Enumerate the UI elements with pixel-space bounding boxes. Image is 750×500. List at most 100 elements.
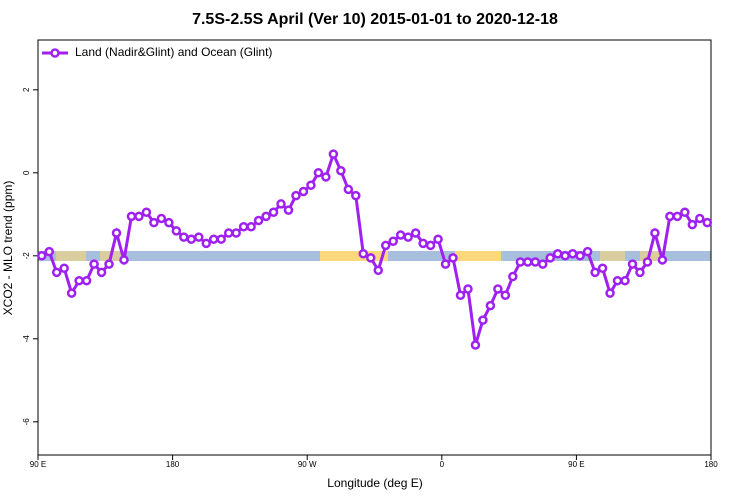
data-point	[523, 257, 533, 267]
data-point	[440, 259, 451, 269]
data-point	[201, 238, 211, 249]
land-band	[455, 251, 501, 261]
x-axis-label: Longitude (deg E)	[327, 476, 422, 490]
data-point	[463, 284, 473, 294]
land-band	[320, 251, 388, 261]
data-point	[351, 190, 361, 201]
legend-marker	[50, 48, 60, 58]
data-point	[66, 288, 77, 298]
data-point	[208, 234, 219, 244]
data-point	[51, 267, 62, 278]
data-point	[44, 246, 54, 257]
data-point	[119, 255, 129, 265]
data-point	[246, 222, 256, 232]
data-point	[81, 275, 92, 286]
data-point	[425, 240, 436, 251]
data-point	[336, 165, 346, 176]
data-point	[96, 267, 107, 278]
data-point	[171, 226, 182, 236]
data-point	[149, 217, 159, 228]
data-point	[493, 284, 503, 294]
data-point	[650, 228, 660, 238]
x-tick-label: 90 E	[568, 460, 584, 469]
y-tick-label: -2	[22, 252, 31, 260]
data-point	[642, 257, 653, 267]
data-point	[59, 263, 69, 273]
data-point	[134, 211, 144, 222]
data-point	[485, 300, 496, 311]
y-axis-label: XCO2 - MLO trend (ppm)	[1, 181, 15, 316]
data-point	[89, 259, 99, 269]
data-point	[500, 290, 511, 300]
data-point	[276, 199, 286, 209]
data-point	[508, 271, 518, 282]
y-tick-label: -4	[22, 335, 31, 343]
data-point	[179, 232, 189, 242]
data-point	[380, 240, 391, 251]
data-point	[575, 251, 585, 261]
data-point	[410, 228, 421, 238]
x-tick-label: 180	[704, 460, 718, 469]
data-point	[253, 215, 264, 226]
land-band	[56, 251, 86, 261]
data-point	[186, 234, 197, 244]
data-point	[687, 219, 698, 230]
series-line	[41, 149, 708, 346]
data-point	[612, 275, 623, 286]
data-point	[552, 248, 563, 259]
data-point	[388, 236, 398, 247]
y-tick-label: 0	[22, 170, 31, 175]
data-point	[268, 207, 279, 217]
data-point	[657, 255, 668, 265]
data-point	[156, 213, 167, 224]
data-point	[605, 288, 615, 298]
data-point	[321, 172, 331, 182]
data-point	[582, 246, 593, 257]
data-point	[283, 205, 294, 215]
data-point	[672, 211, 683, 222]
data-point	[597, 263, 608, 273]
data-point	[231, 228, 241, 238]
data-point	[223, 228, 234, 238]
data-point	[515, 257, 526, 267]
data-point	[291, 190, 301, 201]
y-tick-label: -6	[22, 418, 31, 426]
data-point	[126, 211, 137, 222]
data-point	[358, 248, 369, 259]
data-point	[665, 211, 675, 222]
data-point	[538, 259, 548, 269]
data-point	[455, 290, 466, 300]
data-point	[433, 234, 443, 244]
data-point	[36, 251, 47, 261]
chart-title: 7.5S-2.5S April (Ver 10) 2015-01-01 to 2…	[192, 11, 558, 28]
data-point	[635, 267, 645, 278]
data-point	[590, 267, 600, 278]
data-point	[530, 257, 541, 267]
x-tick-label: 90 W	[298, 460, 317, 469]
data-point	[141, 207, 152, 217]
data-point	[216, 234, 226, 244]
data-point	[560, 251, 570, 261]
data-point	[567, 248, 578, 259]
data-point	[313, 168, 324, 178]
data-point	[702, 217, 713, 228]
data-point	[366, 253, 376, 263]
legend-label: Land (Nadir&Glint) and Ocean (Glint)	[75, 45, 272, 59]
land-band	[600, 251, 625, 261]
data-point	[695, 213, 705, 224]
data-point	[418, 238, 428, 249]
data-point	[448, 253, 458, 263]
data-point	[373, 265, 383, 276]
data-point	[194, 232, 204, 242]
data-point	[74, 275, 84, 286]
data-point	[680, 207, 690, 217]
data-point	[261, 211, 271, 222]
data-point	[545, 253, 555, 263]
x-tick-label: 90 E	[30, 460, 46, 469]
data-point	[328, 149, 339, 159]
x-tick-label: 0	[440, 460, 445, 469]
data-point	[343, 184, 354, 195]
data-point	[478, 315, 488, 325]
data-point	[111, 228, 122, 238]
data-point	[627, 259, 638, 269]
